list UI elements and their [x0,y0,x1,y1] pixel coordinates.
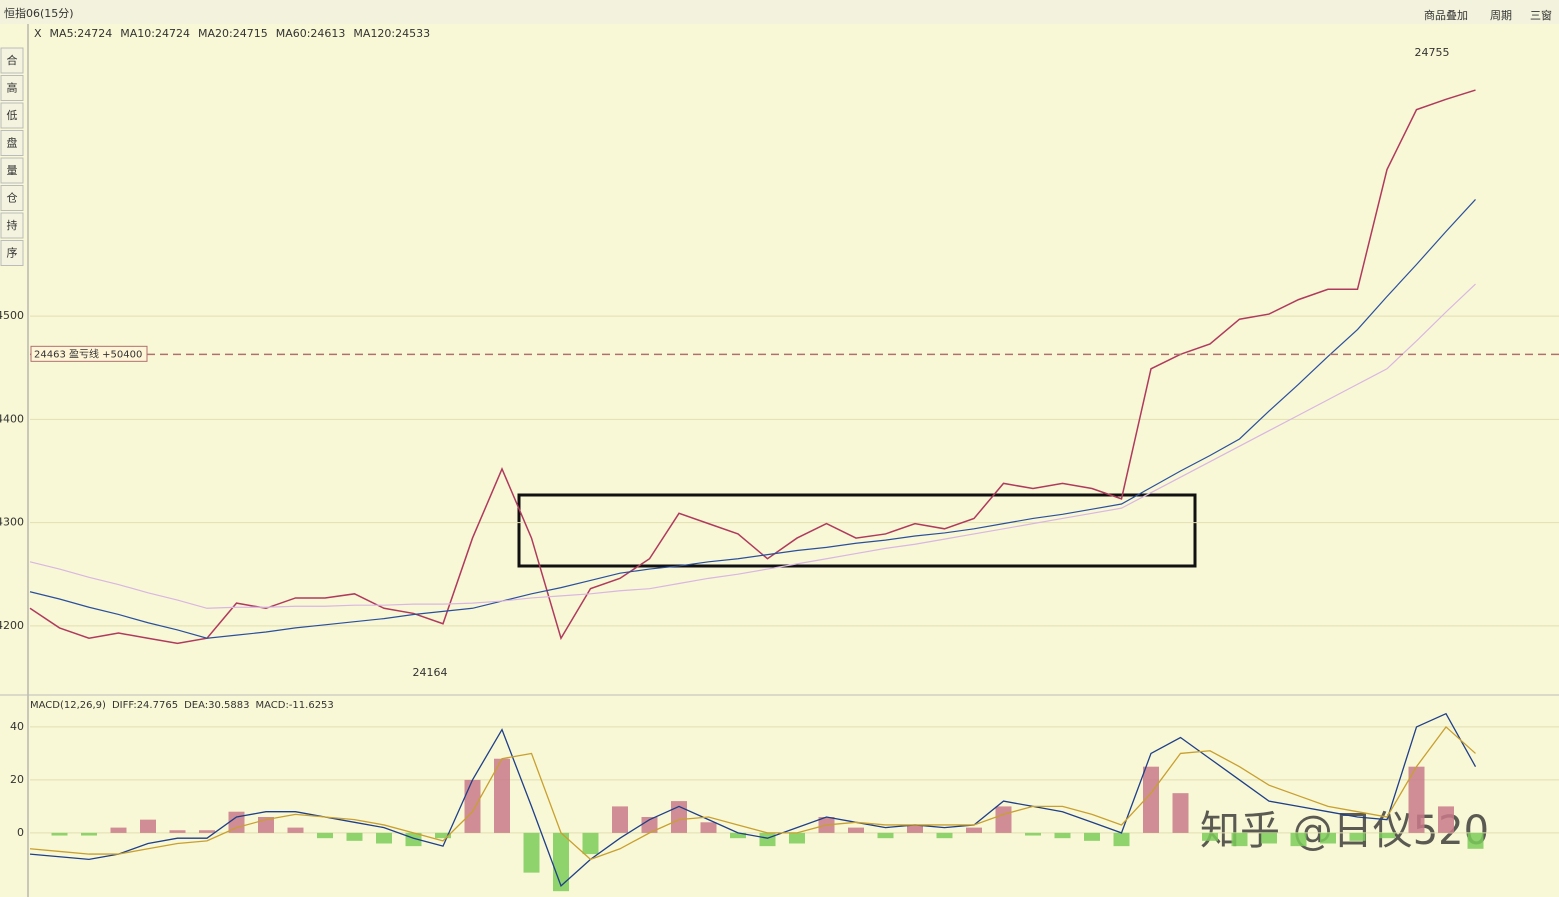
macd-bar [612,806,628,833]
macd-bar [877,832,894,839]
series-line [29,283,1476,609]
macd-bar [435,832,451,839]
macd-bar [1467,832,1484,849]
macd-bar [140,819,156,833]
macd-bar [376,832,392,844]
side-button-label[interactable]: 盘 [7,136,18,150]
macd-bar [346,832,363,841]
window-title: 恒指06(15分) [4,6,74,20]
side-button-label[interactable]: 低 [7,109,18,122]
macd-bar [1290,832,1307,847]
macd-bar [1202,832,1218,841]
macd-bar [995,806,1012,833]
series-line [29,712,1477,887]
legend-entry: DEA:30.5883 [184,700,249,711]
reference-label: 24463 盈亏线 +50400 [34,347,142,360]
macd-bar [936,832,953,839]
macd-bar [494,758,510,833]
price-annotation: 24164 [413,666,448,679]
macd-bar [464,779,481,833]
macd-bar [641,817,658,833]
legend-entry: MA120:24533 [353,27,430,40]
macd-bar [1054,832,1071,839]
side-button[interactable] [0,47,24,74]
macd-bar [51,832,68,836]
side-button-label[interactable]: 仓 [7,191,18,205]
highlight-box [517,493,1197,568]
macd-bar [81,832,97,836]
macd-bar [1025,832,1041,836]
side-button[interactable] [0,130,24,156]
side-button-label[interactable]: 序 [7,246,18,260]
legend-entry: DIFF:24.7765 [112,700,178,711]
macd-bar [848,827,864,833]
side-button-label[interactable]: 持 [7,218,18,232]
macd-bar [1172,793,1189,833]
y-tick-label: 40 [10,720,24,733]
macd-bar [1320,832,1336,844]
macd-bar [1231,832,1248,847]
toolbar-button[interactable]: 三窗 [1530,8,1552,22]
legend-entry: MA5:24724 [50,27,113,40]
macd-bar [287,827,304,833]
macd-bar [199,830,215,833]
y-tick-label: 24400 [0,412,24,425]
side-button-label[interactable]: 高 [7,81,18,95]
macd-bar [582,832,599,855]
macd-bar [1349,832,1366,841]
side-button[interactable] [0,212,24,239]
macd-bar [759,832,776,847]
y-tick-label: 20 [10,773,24,786]
macd-bar [671,801,687,833]
side-button[interactable] [0,75,24,101]
legend-entry: MA60:24613 [276,27,346,40]
y-tick-label: 24200 [0,619,24,632]
macd-bar [110,827,127,833]
y-tick-label: 24300 [0,516,24,529]
macd-bar [966,827,982,833]
macd-bar [1438,806,1454,833]
macd-bar [1084,832,1100,841]
side-button-label[interactable]: 合 [7,53,18,67]
series-line [29,199,1476,639]
legend-entry: MA20:24715 [198,27,268,40]
price-annotation: 24755 [1415,46,1450,59]
macd-bar [523,832,540,873]
side-button[interactable] [0,240,24,266]
macd-bar [228,811,245,833]
macd-bar [1143,766,1159,833]
macd-bar [789,832,805,844]
side-button[interactable] [0,185,24,211]
series-line [29,725,1476,861]
toolbar-button[interactable]: 商品叠加 [1424,8,1468,22]
macd-bar [1261,832,1277,844]
macd-bar [1408,766,1425,833]
legend-entry: MA10:24724 [120,27,190,40]
macd-bar [700,822,717,833]
side-button-label[interactable]: 量 [7,164,18,177]
toolbar-button[interactable]: 周期 [1490,9,1512,22]
macd-bar [169,830,186,833]
macd-bar [1379,832,1395,839]
legend-entry: X [34,27,42,40]
legend-entry: MACD:-11.6253 [255,700,333,711]
macd-bar [317,832,333,839]
y-tick-label: 0 [17,826,24,839]
macd-bar [907,824,923,833]
macd-bar [1113,832,1130,847]
side-button[interactable] [0,102,24,129]
panel-title: MACD(12,26,9) [30,700,106,711]
reference-label-box [30,345,148,362]
macd-bar [553,832,569,892]
y-tick-label: 24500 [0,309,24,322]
side-button[interactable] [0,157,24,184]
macd-bar [730,832,746,839]
toolbar [0,0,1559,24]
